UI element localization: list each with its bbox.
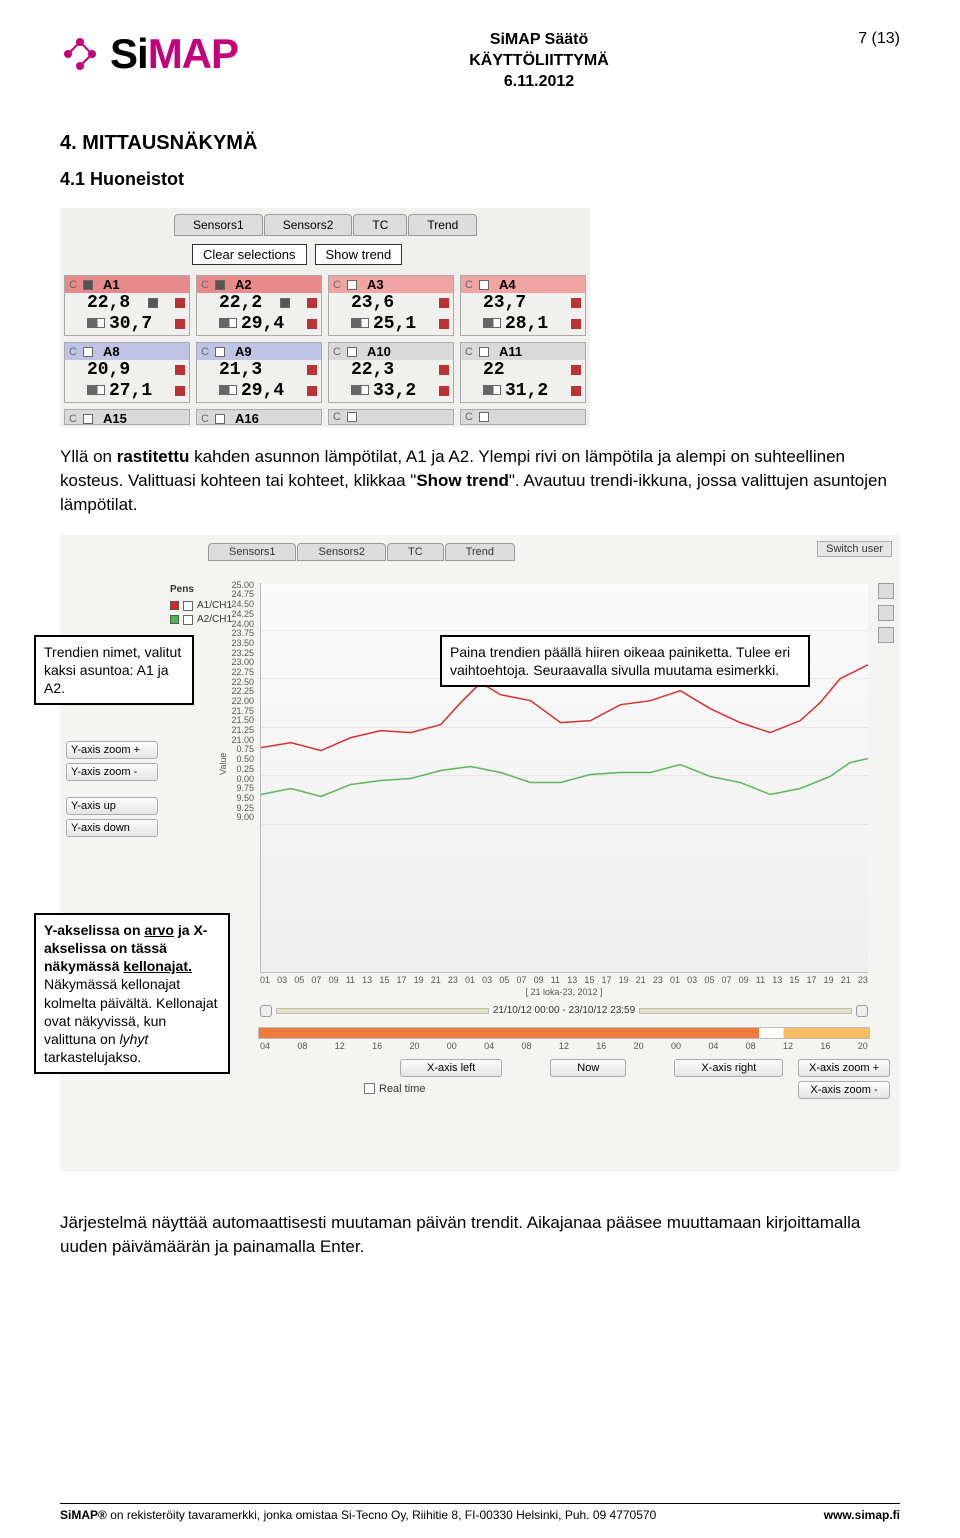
tab-trend[interactable]: Trend [408, 214, 477, 236]
print-icon[interactable] [878, 605, 894, 621]
sensor-cell[interactable]: CA222,229,4 [196, 275, 322, 336]
y-zoom-controls: Y-axis zoom + Y-axis zoom - [66, 741, 158, 781]
page-header: Simap SiMAP Säätö KÄYTTÖLIITTYMÄ 6.11.20… [60, 30, 900, 92]
trend-panel: Sensors1 Sensors2 TC Trend Switch user P… [60, 535, 900, 1171]
logo-icon [60, 34, 100, 74]
y-axis-ticks: 25.0024.7524.5024.2524.0023.7523.5023.25… [220, 581, 254, 823]
range-track-2[interactable] [639, 1008, 852, 1014]
sensors-panel: Sensors1 Sensors2 TC Trend Clear selecti… [60, 208, 590, 427]
x-zoom-plus-button[interactable]: X-axis zoom + [798, 1059, 890, 1077]
sensor-cell[interactable]: CA112231,2 [460, 342, 586, 403]
callout-right-click: Paina trendien päällä hiiren oikeaa pain… [440, 635, 810, 687]
zoom-icon-2[interactable] [856, 1005, 868, 1017]
footer-right: www.simap.fi [824, 1508, 900, 1522]
heading-1: 4. MITTAUSNÄKYMÄ [60, 132, 900, 155]
switch-user-button[interactable]: Switch user [817, 541, 892, 557]
tab-sensors1[interactable]: Sensors1 [174, 214, 263, 236]
range-display: 21/10/12 00:00 - 23/10/12 23:59 [260, 1005, 868, 1017]
sensor-cell[interactable]: CA122,830,7 [64, 275, 190, 336]
expand-icon[interactable] [878, 583, 894, 599]
sensor-cell[interactable]: CA15 [64, 409, 190, 425]
show-trend-button[interactable]: Show trend [315, 244, 403, 265]
tab-tc[interactable]: TC [353, 214, 407, 236]
logo: Simap [60, 30, 238, 78]
bar-ticks: 0408121620000408121620000408121620 [260, 1041, 868, 1051]
paragraph-2: Järjestelmä näyttää automaattisesti muut… [60, 1211, 900, 1259]
y-pan-controls: Y-axis up Y-axis down [66, 797, 158, 837]
x-left-button[interactable]: X-axis left [400, 1059, 502, 1077]
x-zoom-buttons: X-axis zoom + X-axis zoom - [798, 1059, 890, 1099]
page-footer: SiMAP® SiMAP® on rekisteröity tavaramerk… [60, 1503, 900, 1522]
y-zoom-plus-button[interactable]: Y-axis zoom + [66, 741, 158, 759]
header-center: SiMAP Säätö KÄYTTÖLIITTYMÄ 6.11.2012 [238, 30, 840, 92]
sensor-cell[interactable]: C [328, 409, 454, 425]
save-icon[interactable] [878, 627, 894, 643]
callout-trend-names: Trendien nimet, valitut kaksi asuntoa: A… [34, 635, 194, 706]
sensor-tabs: Sensors1 Sensors2 TC Trend [174, 214, 586, 236]
time-bar[interactable] [258, 1027, 870, 1039]
sensor-cell[interactable]: CA921,329,4 [196, 342, 322, 403]
sensor-cell[interactable]: CA1022,333,2 [328, 342, 454, 403]
header-date: 6.11.2012 [238, 72, 840, 93]
now-button[interactable]: Now [550, 1059, 626, 1077]
x-nav-buttons: X-axis left Now X-axis right [400, 1059, 783, 1077]
y-down-button[interactable]: Y-axis down [66, 819, 158, 837]
x-right-button[interactable]: X-axis right [674, 1059, 783, 1077]
zoom-icon[interactable] [260, 1005, 272, 1017]
clear-selections-button[interactable]: Clear selections [192, 244, 307, 265]
y-axis-label: Value [218, 752, 228, 774]
x-axis: 0103050709111315171921230103050709111315… [260, 975, 868, 997]
header-page: 7 (13) [840, 30, 900, 48]
range-track[interactable] [276, 1008, 489, 1014]
header-title2: KÄYTTÖLIITTYMÄ [238, 51, 840, 72]
checkbox-icon[interactable] [364, 1083, 375, 1094]
date-range-label: [ 21 loka-23, 2012 ] [260, 987, 868, 997]
heading-2: 4.1 Huoneistot [60, 169, 900, 190]
range-text: 21/10/12 00:00 - 23/10/12 23:59 [493, 1005, 635, 1016]
header-title1: SiMAP Säätö [238, 30, 840, 51]
realtime-checkbox[interactable]: Real time [364, 1083, 425, 1095]
tab-sensors2[interactable]: Sensors2 [264, 214, 353, 236]
y-up-button[interactable]: Y-axis up [66, 797, 158, 815]
pen-red-icon [170, 601, 179, 610]
side-icons [878, 583, 894, 643]
sensor-cell[interactable]: CA16 [196, 409, 322, 425]
sensor-cell[interactable]: CA423,728,1 [460, 275, 586, 336]
trend-tab-trend[interactable]: Trend [445, 543, 515, 561]
sensor-cell[interactable]: CA820,927,1 [64, 342, 190, 403]
trend-tab-tc[interactable]: TC [387, 543, 444, 561]
y-zoom-minus-button[interactable]: Y-axis zoom - [66, 763, 158, 781]
footer-left: SiMAP® SiMAP® on rekisteröity tavaramerk… [60, 1508, 656, 1522]
x-zoom-minus-button[interactable]: X-axis zoom - [798, 1081, 890, 1099]
trend-tab-sensors2[interactable]: Sensors2 [297, 543, 385, 561]
sensor-cell[interactable]: CA323,625,1 [328, 275, 454, 336]
trend-tab-sensors1[interactable]: Sensors1 [208, 543, 296, 561]
paragraph-1: Yllä on rastitettu kahden asunnon lämpöt… [60, 445, 900, 516]
trend-tabs: Sensors1 Sensors2 TC Trend [208, 543, 892, 561]
callout-axes: Y-akselissa on arvo ja X-akselissa on tä… [34, 913, 230, 1075]
pen-green-icon [170, 615, 179, 624]
sensor-cell[interactable]: C [460, 409, 586, 425]
